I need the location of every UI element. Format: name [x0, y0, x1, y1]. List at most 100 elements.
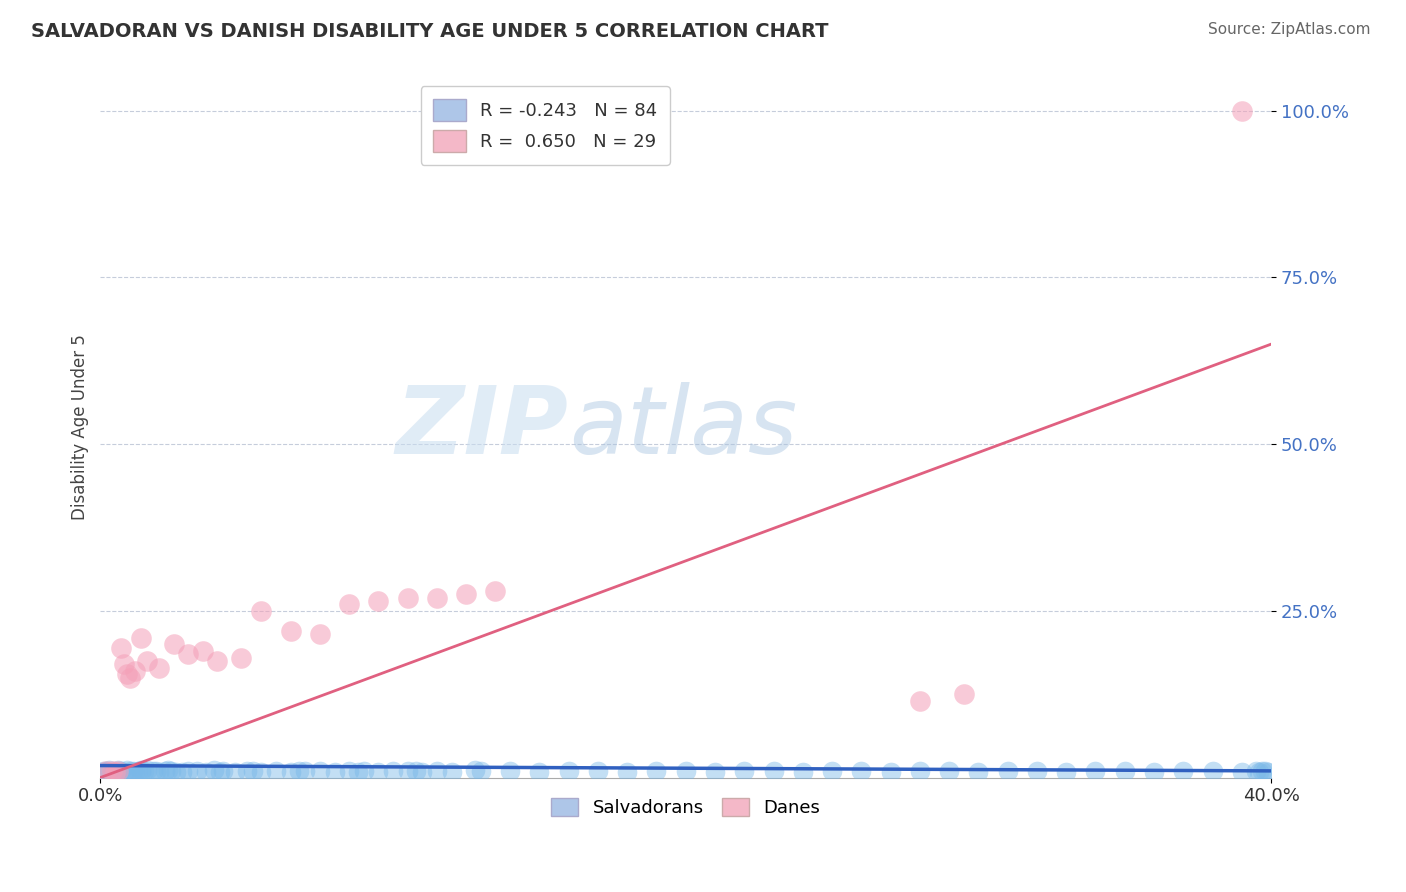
Point: [396, 764, 419, 778]
Point: [127, 764, 149, 778]
Point: [96, 764, 118, 778]
Point: [148, 764, 170, 779]
Point: [91, 764, 114, 778]
Point: [997, 764, 1019, 778]
Point: [131, 631, 153, 645]
Point: [104, 764, 127, 779]
Point: [1054, 764, 1077, 779]
Point: [264, 764, 287, 778]
Point: [131, 763, 153, 777]
Point: [405, 764, 427, 778]
Point: [96, 764, 118, 778]
Point: [464, 763, 486, 777]
Point: [426, 764, 449, 778]
Point: [952, 687, 974, 701]
Point: [235, 764, 257, 778]
Point: [309, 764, 332, 778]
Point: [456, 587, 478, 601]
Point: [367, 764, 389, 779]
Point: [484, 583, 506, 598]
Text: SALVADORAN VS DANISH DISABILITY AGE UNDER 5 CORRELATION CHART: SALVADORAN VS DANISH DISABILITY AGE UNDE…: [31, 22, 828, 41]
Text: ZIP: ZIP: [395, 382, 568, 474]
Point: [1254, 764, 1277, 778]
Point: [242, 764, 264, 778]
Point: [212, 764, 235, 778]
Text: Source: ZipAtlas.com: Source: ZipAtlas.com: [1208, 22, 1371, 37]
Point: [704, 764, 727, 779]
Point: [162, 637, 184, 651]
Point: [280, 764, 302, 779]
Point: [426, 591, 449, 605]
Point: [121, 764, 143, 778]
Point: [145, 764, 167, 778]
Point: [762, 764, 785, 778]
Point: [112, 657, 135, 672]
Point: [104, 764, 127, 779]
Point: [115, 667, 138, 681]
Point: [908, 694, 931, 708]
Point: [280, 624, 302, 638]
Point: [470, 764, 492, 778]
Point: [645, 764, 668, 778]
Point: [367, 594, 389, 608]
Point: [110, 640, 132, 655]
Point: [967, 764, 990, 779]
Legend: Salvadorans, Danes: Salvadorans, Danes: [544, 790, 828, 824]
Point: [229, 650, 252, 665]
Point: [131, 765, 153, 780]
Point: [110, 764, 132, 778]
Point: [499, 764, 522, 778]
Point: [153, 764, 176, 778]
Point: [938, 764, 960, 778]
Point: [124, 764, 146, 779]
Point: [396, 591, 419, 605]
Point: [98, 763, 121, 777]
Point: [908, 764, 931, 778]
Point: [1084, 764, 1107, 778]
Point: [191, 644, 214, 658]
Point: [101, 765, 124, 780]
Point: [118, 671, 141, 685]
Point: [586, 764, 609, 778]
Point: [207, 654, 229, 668]
Point: [337, 764, 360, 778]
Point: [1230, 103, 1253, 118]
Point: [250, 764, 273, 779]
Point: [1173, 764, 1195, 778]
Point: [288, 764, 311, 778]
Point: [1249, 764, 1271, 779]
Point: [124, 664, 146, 678]
Point: [1026, 764, 1049, 778]
Point: [134, 764, 156, 778]
Point: [1114, 764, 1136, 778]
Point: [118, 764, 141, 778]
Point: [337, 597, 360, 611]
Point: [411, 764, 433, 779]
Point: [194, 764, 217, 779]
Point: [294, 764, 316, 778]
Point: [821, 764, 844, 778]
Point: [177, 647, 200, 661]
Point: [204, 763, 226, 777]
Point: [529, 764, 551, 779]
Point: [209, 764, 232, 779]
Point: [733, 764, 755, 778]
Point: [107, 764, 129, 778]
Point: [186, 764, 208, 778]
Point: [1201, 764, 1223, 778]
Point: [107, 763, 129, 777]
Point: [440, 764, 463, 779]
Point: [851, 764, 873, 778]
Point: [879, 764, 901, 779]
Point: [165, 765, 187, 780]
Point: [1257, 764, 1279, 779]
Point: [1143, 764, 1166, 779]
Point: [136, 763, 159, 777]
Point: [159, 764, 181, 778]
Point: [115, 763, 138, 777]
Point: [250, 604, 273, 618]
Point: [172, 764, 194, 779]
Point: [101, 764, 124, 778]
Point: [616, 764, 638, 779]
Point: [1251, 764, 1274, 778]
